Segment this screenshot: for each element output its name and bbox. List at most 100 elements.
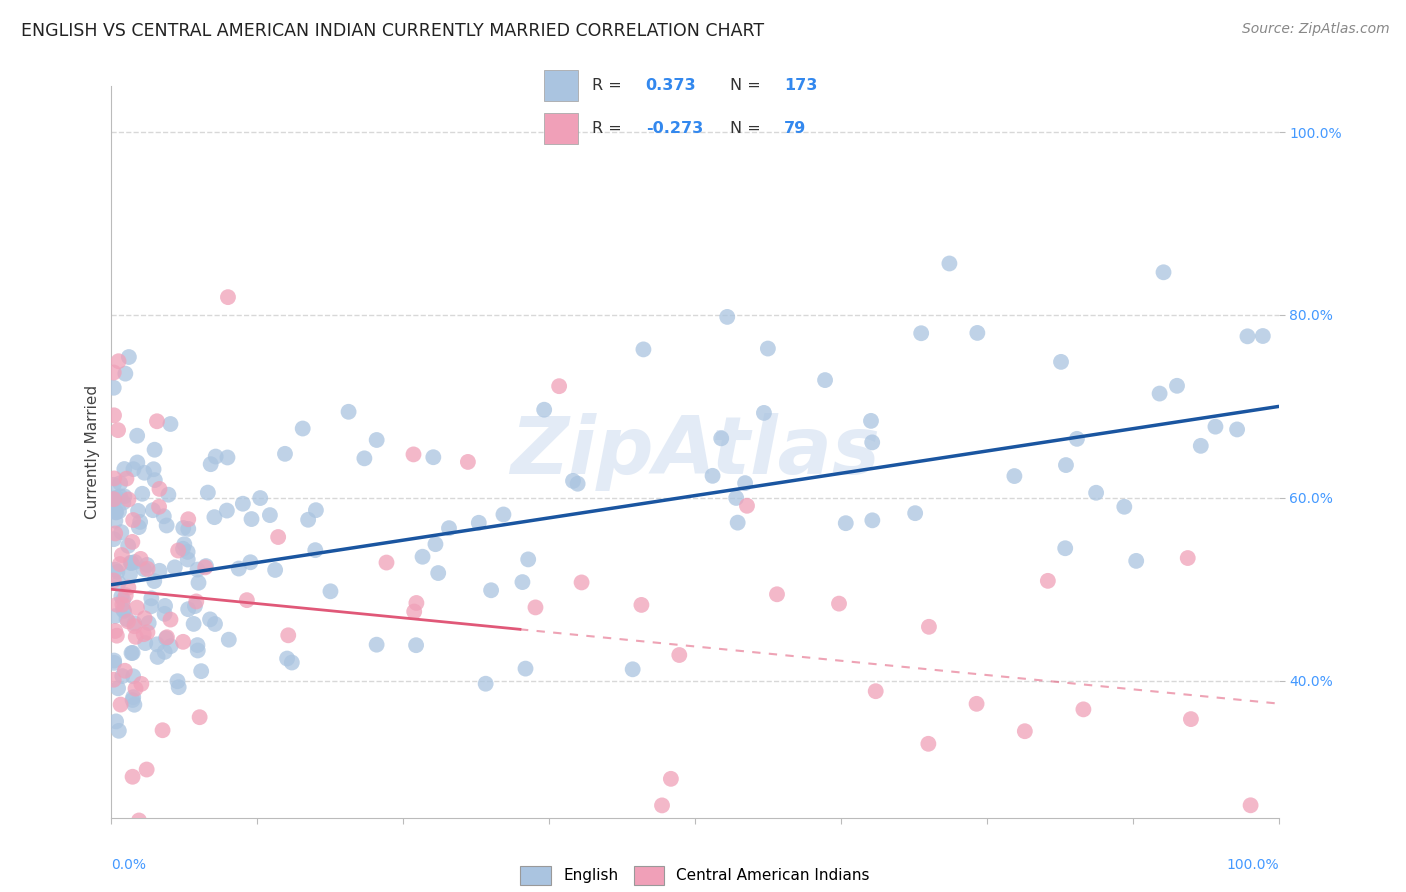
- Point: [183, 616, 205, 631]
- Point: [567, 476, 589, 491]
- Text: -0.273: -0.273: [645, 121, 703, 136]
- Point: [121, 770, 143, 784]
- Point: [112, 602, 135, 616]
- Point: [198, 612, 221, 626]
- Point: [276, 651, 298, 665]
- Point: [1239, 798, 1261, 813]
- Text: Source: ZipAtlas.com: Source: ZipAtlas.com: [1241, 22, 1389, 37]
- Point: [412, 549, 434, 564]
- Point: [725, 491, 748, 505]
- Point: [156, 518, 179, 533]
- Text: 173: 173: [785, 78, 817, 93]
- Point: [766, 587, 789, 601]
- Point: [236, 593, 259, 607]
- Point: [121, 535, 143, 549]
- Point: [118, 350, 141, 364]
- Point: [1036, 574, 1059, 588]
- Point: [110, 698, 132, 712]
- Point: [910, 326, 932, 341]
- Point: [917, 737, 939, 751]
- Point: [1114, 500, 1136, 514]
- Point: [153, 599, 176, 613]
- Point: [132, 627, 155, 641]
- Point: [114, 588, 136, 602]
- Point: [437, 521, 460, 535]
- Point: [121, 646, 143, 660]
- Point: [1143, 820, 1166, 834]
- Point: [107, 354, 129, 368]
- Point: [734, 476, 756, 491]
- Point: [375, 556, 398, 570]
- Point: [117, 581, 139, 595]
- Point: [157, 488, 180, 502]
- Point: [104, 505, 127, 519]
- Point: [304, 543, 326, 558]
- Point: [121, 693, 143, 707]
- Point: [104, 624, 127, 638]
- Point: [865, 684, 887, 698]
- Point: [195, 559, 218, 574]
- Point: [197, 485, 219, 500]
- Point: [131, 677, 153, 691]
- Point: [132, 562, 155, 576]
- Point: [159, 613, 181, 627]
- Point: [146, 649, 169, 664]
- Point: [124, 555, 146, 569]
- Point: [146, 414, 169, 428]
- Point: [228, 561, 250, 575]
- Point: [104, 609, 127, 624]
- Point: [474, 677, 496, 691]
- Point: [512, 575, 534, 590]
- Point: [172, 635, 194, 649]
- Point: [186, 594, 208, 608]
- Point: [111, 598, 134, 612]
- Point: [103, 673, 125, 687]
- Point: [177, 512, 200, 526]
- Point: [103, 532, 125, 546]
- Point: [107, 576, 129, 591]
- Point: [136, 562, 159, 576]
- Point: [204, 617, 226, 632]
- Point: [104, 514, 127, 528]
- Y-axis label: Currently Married: Currently Married: [86, 385, 100, 519]
- Point: [136, 625, 159, 640]
- Point: [104, 526, 127, 541]
- Point: [621, 662, 644, 676]
- Point: [187, 575, 209, 590]
- Point: [217, 290, 239, 304]
- Point: [297, 513, 319, 527]
- Point: [152, 723, 174, 738]
- Point: [103, 656, 125, 670]
- FancyBboxPatch shape: [544, 113, 578, 144]
- Point: [142, 462, 165, 476]
- Point: [1153, 265, 1175, 279]
- Point: [114, 367, 136, 381]
- Point: [1073, 702, 1095, 716]
- Legend: English, Central American Indians: English, Central American Indians: [515, 860, 876, 891]
- Point: [104, 563, 127, 577]
- Point: [172, 541, 194, 556]
- Point: [517, 552, 540, 566]
- Point: [172, 521, 194, 535]
- Point: [143, 473, 166, 487]
- Point: [659, 772, 682, 786]
- Point: [105, 491, 128, 505]
- Point: [114, 664, 136, 678]
- Point: [121, 556, 143, 570]
- Point: [281, 656, 304, 670]
- Point: [524, 600, 547, 615]
- Point: [167, 543, 190, 558]
- Point: [117, 615, 139, 629]
- Point: [1066, 432, 1088, 446]
- Point: [259, 508, 281, 522]
- Point: [103, 503, 125, 517]
- Point: [176, 545, 198, 559]
- Point: [108, 476, 131, 491]
- Point: [710, 431, 733, 445]
- Point: [267, 530, 290, 544]
- Text: R =: R =: [592, 78, 621, 93]
- Point: [124, 619, 146, 633]
- Point: [277, 628, 299, 642]
- Point: [122, 462, 145, 476]
- Point: [122, 690, 145, 705]
